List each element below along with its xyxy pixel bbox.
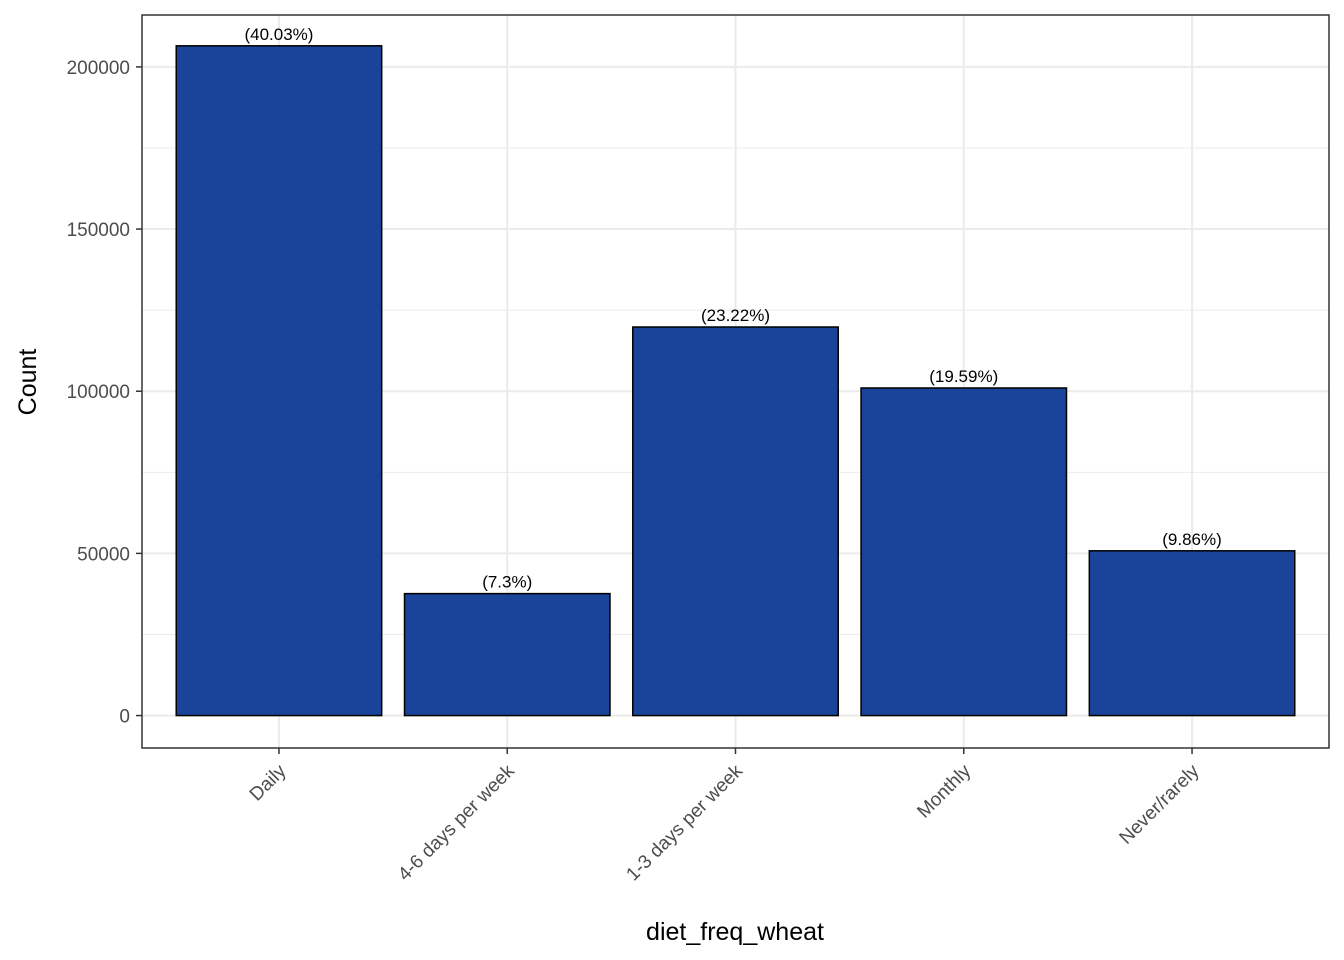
- y-tick-label: 150000: [67, 220, 130, 241]
- x-axis: Daily 4-6 days per week 1-3 days per week M…: [246, 748, 1204, 885]
- bar-daily: [175, 45, 383, 717]
- bar-value-label: (9.86%): [1162, 530, 1222, 549]
- x-tick-label: Never/rarely: [1116, 760, 1204, 848]
- bar-1-3-days-per-week: [632, 326, 839, 717]
- x-axis-title: diet_freq_wheat: [646, 918, 824, 946]
- y-tick-label: 50000: [77, 544, 130, 565]
- bar-never-rarely: [1088, 550, 1296, 717]
- bar-monthly: [860, 387, 1068, 717]
- bar-value-label: (40.03%): [244, 25, 313, 44]
- bar-value-label: (23.22%): [701, 306, 770, 325]
- bar-value-labels: (40.03%) (7.3%) (23.22%) (19.59%) (9.86%): [244, 25, 1221, 592]
- bars: [175, 45, 1296, 717]
- y-tick-label: 0: [119, 707, 130, 728]
- y-tick-label: 100000: [67, 382, 130, 403]
- bar-4-6-days-per-week: [403, 592, 611, 717]
- y-tick-label: 200000: [67, 58, 130, 79]
- x-tick-label: 4-6 days per week: [394, 760, 519, 885]
- y-axis-title: Count: [14, 349, 42, 416]
- bar-value-label: (7.3%): [482, 573, 532, 592]
- x-tick-label: 1-3 days per week: [622, 760, 747, 885]
- x-tick-label: Daily: [246, 760, 291, 805]
- x-tick-label: Monthly: [913, 760, 975, 822]
- y-axis: 0 50000 100000 150000 200000: [67, 58, 142, 728]
- bar-value-label: (19.59%): [929, 367, 998, 386]
